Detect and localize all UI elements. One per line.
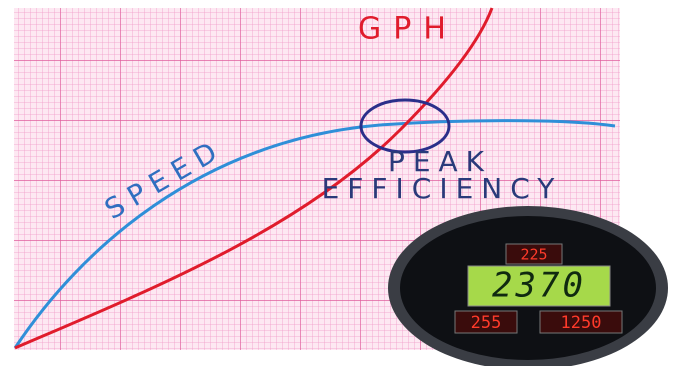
peak-circle [359,98,451,154]
right-display: 1250 [561,313,602,333]
peak-label: PEAK [388,145,492,178]
gph-curve [14,7,494,350]
gph-label: GPH [358,12,458,47]
efficiency-label: EFFICIENCY [322,172,563,205]
top-display-bg [505,243,563,265]
left-display: 255 [471,313,502,333]
gauge: 225 2370 255 1250 [388,206,668,366]
main-display-bg [467,265,611,307]
main-display: 2370 [492,266,586,306]
top-display: 225 [520,246,547,264]
right-display-bg [539,310,623,334]
speed-curve [13,119,616,349]
left-display-bg [454,310,518,334]
